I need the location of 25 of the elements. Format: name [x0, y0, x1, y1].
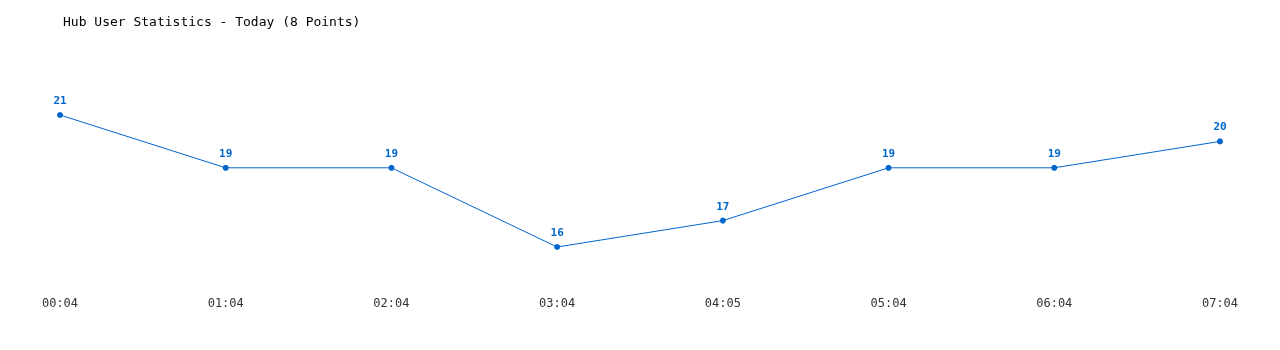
data-label: 21: [53, 94, 67, 107]
x-tick-label: 02:04: [373, 296, 410, 310]
data-label: 20: [1213, 120, 1227, 134]
point: [388, 164, 395, 171]
chart-title: Hub User Statistics - Today (8 Points): [63, 14, 361, 29]
x-tick-label: 03:04: [539, 296, 576, 310]
point: [222, 164, 229, 171]
data-label: 16: [550, 226, 565, 239]
data-label: 19: [384, 146, 399, 160]
point: [1217, 138, 1223, 145]
point: [554, 244, 561, 250]
data-label: 19: [881, 146, 896, 160]
data-label: 17: [716, 199, 730, 213]
point: [57, 112, 63, 118]
point: [1051, 164, 1058, 171]
x-tick-label: 00:04: [41, 296, 79, 310]
point: [719, 217, 726, 224]
x-tick-label: 01:04: [207, 296, 244, 310]
point: [885, 164, 892, 171]
x-tick-label: 07:04: [1201, 296, 1239, 310]
x-tick-label: 05:04: [870, 296, 907, 310]
x-tick-label: 04:05: [704, 296, 741, 310]
data-label: 19: [219, 146, 233, 160]
data-label: 19: [1047, 146, 1061, 160]
x-tick-label: 06:04: [1036, 296, 1073, 310]
